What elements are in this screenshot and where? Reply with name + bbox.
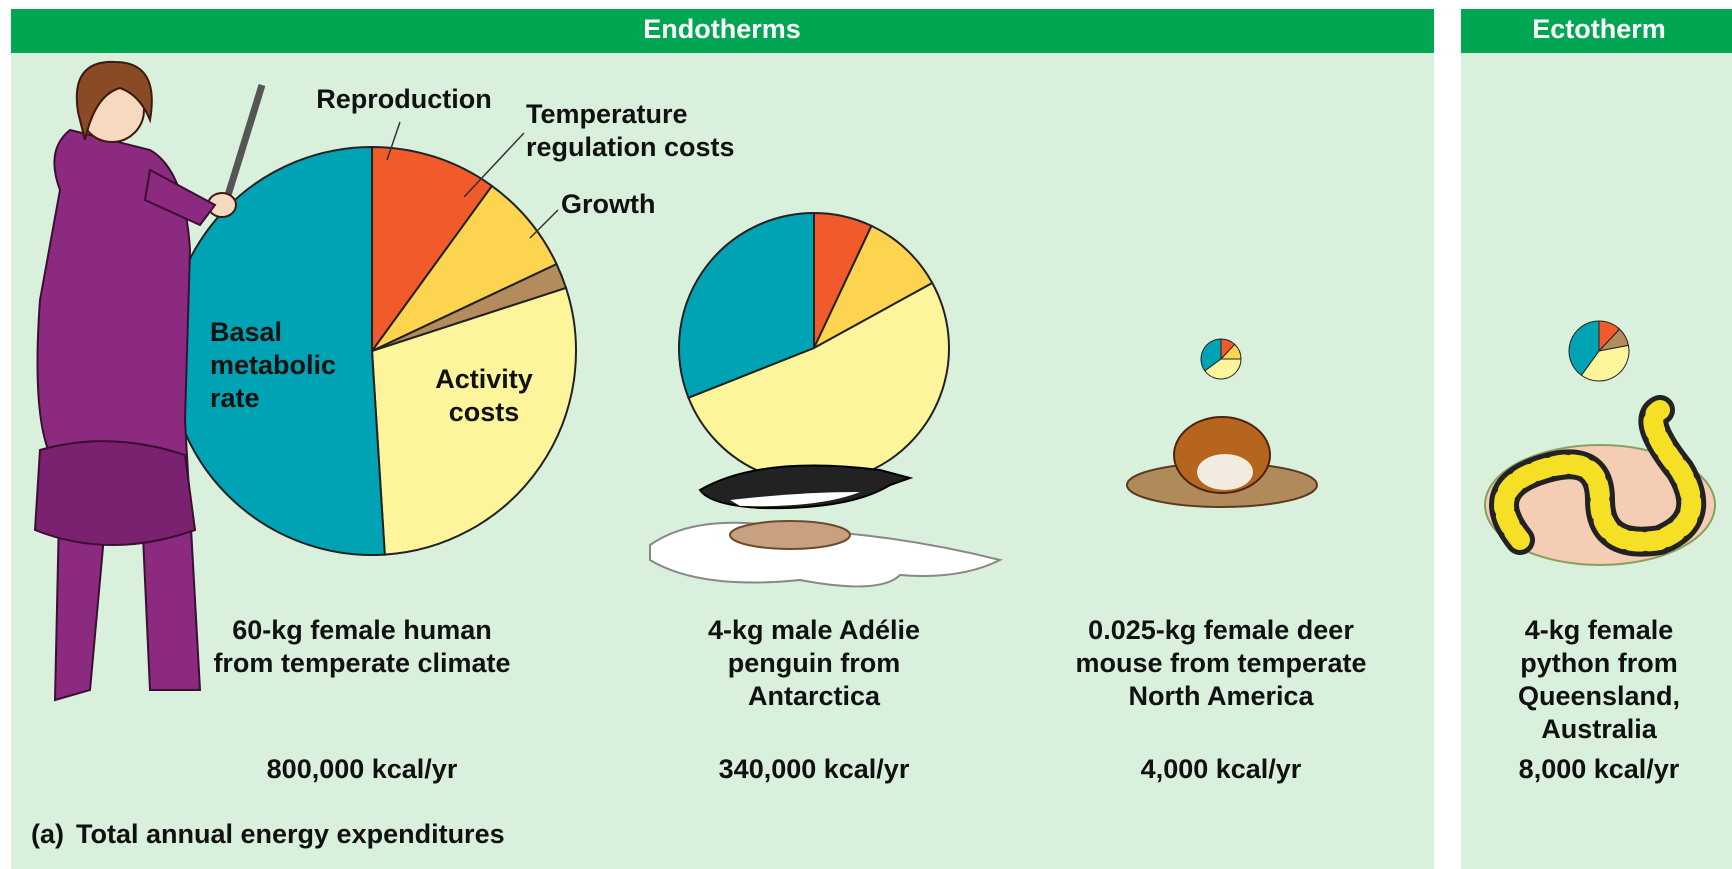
- organism-label: North America: [1128, 681, 1314, 711]
- organism-label: Queensland,: [1518, 681, 1680, 711]
- energy-value: 800,000 kcal/yr: [267, 754, 458, 784]
- organism-label: python from: [1520, 648, 1677, 678]
- legend-label: regulation costs: [526, 132, 735, 162]
- page: {"header": {"endotherms": "Endotherms", …: [0, 0, 1732, 869]
- organism-label: 0.025-kg female deer: [1088, 615, 1354, 645]
- legend-label: Growth: [561, 189, 656, 219]
- header-title: Endotherms: [643, 14, 801, 44]
- legend-label: Basal: [210, 317, 282, 347]
- organism-label: Antarctica: [748, 681, 881, 711]
- caption-tag: (a): [31, 819, 64, 849]
- energy-value: 8,000 kcal/yr: [1519, 754, 1680, 784]
- organism-label: 4-kg male Adélie: [708, 615, 920, 645]
- legend-label: Reproduction: [316, 84, 492, 114]
- organism-label: 4-kg female: [1525, 615, 1674, 645]
- legend-label: costs: [449, 397, 520, 427]
- legend-label: rate: [210, 383, 260, 413]
- organism-label: from temperate climate: [213, 648, 510, 678]
- caption: Total annual energy expenditures: [76, 819, 505, 849]
- energy-value: 4,000 kcal/yr: [1141, 754, 1302, 784]
- legend-label: Temperature: [526, 99, 688, 129]
- diagram: Endotherms Ectotherm Reproduction Temper…: [0, 0, 1732, 869]
- organism-label: Australia: [1541, 714, 1658, 744]
- organism-label: mouse from temperate: [1075, 648, 1366, 678]
- energy-value: 340,000 kcal/yr: [719, 754, 910, 784]
- organism-label: penguin from: [728, 648, 900, 678]
- organism-label: 60-kg female human: [232, 615, 492, 645]
- header-title: Ectotherm: [1532, 14, 1666, 44]
- legend-label: Activity: [435, 364, 533, 394]
- legend-label: metabolic: [210, 350, 336, 380]
